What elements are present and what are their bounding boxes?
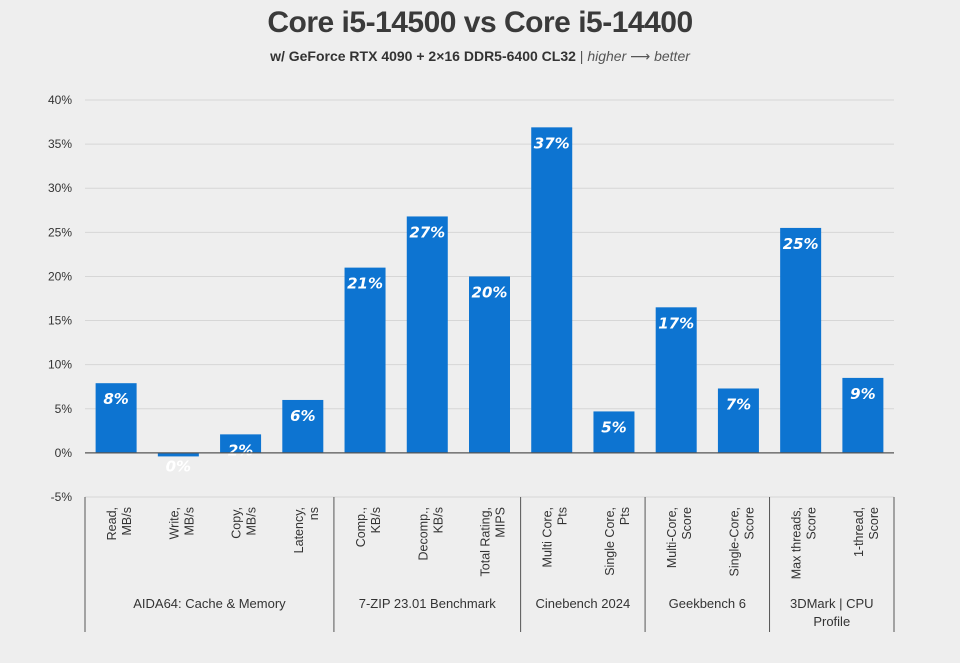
x-tick-label: Comp.,KB/s [354, 507, 383, 547]
bar [717, 388, 759, 453]
data-label: 27% [409, 223, 445, 241]
group-label: 7-ZIP 23.01 Benchmark [359, 596, 497, 611]
x-tick-label: Read,MB/s [105, 507, 134, 540]
bar [157, 452, 199, 457]
x-tick-label-line: Copy, [230, 507, 244, 539]
group-label-line: 3DMark | CPU [790, 596, 874, 611]
x-tick-label: 1-thread,Score [852, 507, 881, 557]
x-tick-label-line: MB/s [245, 507, 259, 535]
group-label-line: Cinebench 2024 [535, 596, 630, 611]
x-tick-label-line: Score [867, 507, 881, 540]
group-label: 3DMark | CPU Profile [790, 596, 874, 629]
bar [344, 267, 386, 453]
bar [842, 377, 884, 453]
x-tick-label-line: Write, [167, 507, 181, 539]
x-tick-label-line: KB/s [431, 507, 445, 533]
data-label: 20% [472, 283, 508, 301]
group-label-line: Profile [813, 614, 850, 629]
x-tick-label: Single-Core,Score [727, 507, 756, 577]
x-tick-label-line: Max threads, [790, 507, 804, 579]
x-tick-label-line: MIPS [494, 507, 508, 538]
y-tick-label: 25% [48, 225, 72, 239]
x-tick-label: Multi Core,Pts [541, 507, 570, 567]
x-tick-label-line: Comp., [354, 507, 368, 547]
y-tick-label: 30% [48, 181, 72, 195]
data-label: 37% [534, 134, 570, 152]
bar [282, 399, 324, 453]
bar [220, 434, 262, 453]
chart-subtitle: w/ GeForce RTX 4090 + 2×16 DDR5-6400 CL3… [0, 48, 960, 65]
subtitle-main: w/ GeForce RTX 4090 + 2×16 DDR5-6400 CL3… [270, 48, 576, 64]
x-tick-label-line: ns [307, 507, 321, 520]
x-tick-label-line: Single-Core, [727, 507, 741, 576]
data-label: 8% [103, 390, 128, 408]
y-tick-label: 10% [48, 358, 72, 372]
x-tick-label-line: KB/s [369, 507, 383, 533]
y-tick-label: 40% [48, 93, 72, 107]
x-tick-label-line: Score [742, 507, 756, 540]
x-tick-label: Copy,MB/s [230, 507, 259, 539]
x-tick-label-line: Pts [556, 507, 570, 525]
x-tick-label-line: 1-thread, [852, 507, 866, 557]
bar [469, 276, 510, 453]
x-tick-label-line: MB/s [120, 507, 134, 535]
x-tick-label-line: Multi Core, [541, 507, 555, 567]
x-tick-label-line: Decomp., [416, 507, 430, 561]
bar [95, 383, 137, 453]
x-tick-label: Multi-Core,Score [665, 507, 694, 568]
y-tick-label: 35% [48, 137, 72, 151]
bar [406, 216, 448, 453]
data-label: 17% [658, 314, 694, 332]
x-tick-label: Single Core,Pts [603, 507, 632, 576]
x-tick-label: Total Rating,MIPS [479, 507, 508, 576]
x-tick-label: Max threads,Score [790, 507, 819, 579]
group-label: Geekbench 6 [669, 596, 746, 611]
bar [655, 307, 697, 453]
bar [780, 227, 822, 453]
data-label: 6% [290, 407, 315, 425]
data-label: 2% [228, 441, 253, 459]
subtitle-separator: | [575, 48, 588, 64]
y-tick-label: 5% [55, 402, 73, 416]
data-label: 9% [850, 385, 875, 403]
x-tick-label-line: Latency, [292, 507, 306, 553]
y-tick-label: 0% [55, 446, 73, 460]
x-tick-label-line: Pts [618, 507, 632, 525]
data-label: 21% [347, 275, 383, 293]
x-tick-label-line: Score [680, 507, 694, 540]
group-label: Cinebench 2024 [535, 596, 630, 611]
x-tick-label: Decomp.,KB/s [416, 507, 445, 561]
chart-title: Core i5-14500 vs Core i5-14400 [267, 6, 693, 39]
x-tick-label-line: Score [805, 507, 819, 540]
x-tick-label: Write,MB/s [167, 507, 196, 539]
data-label: 0% [166, 457, 191, 475]
x-tick-label-line: Read, [105, 507, 119, 540]
x-tick-label-line: Single Core, [603, 507, 617, 576]
group-label-line: Geekbench 6 [669, 596, 746, 611]
y-tick-label: -5% [51, 490, 73, 504]
x-tick-label-line: Multi-Core, [665, 507, 679, 568]
data-label: 7% [726, 395, 751, 413]
x-tick-label-line: MB/s [182, 507, 196, 535]
x-tick-label-line: Total Rating, [479, 507, 493, 576]
group-label-line: 7-ZIP 23.01 Benchmark [359, 596, 497, 611]
bar [593, 411, 635, 453]
bar [531, 127, 573, 453]
data-label: 25% [783, 235, 819, 253]
y-tick-label: 15% [48, 314, 72, 328]
data-label: 5% [601, 418, 626, 436]
x-tick-label: Latency,ns [292, 507, 321, 553]
subtitle-note: higher ⟶ better [587, 48, 690, 64]
group-label-line: AIDA64: Cache & Memory [133, 596, 286, 611]
y-tick-label: 20% [48, 269, 72, 283]
group-label: AIDA64: Cache & Memory [133, 596, 286, 611]
